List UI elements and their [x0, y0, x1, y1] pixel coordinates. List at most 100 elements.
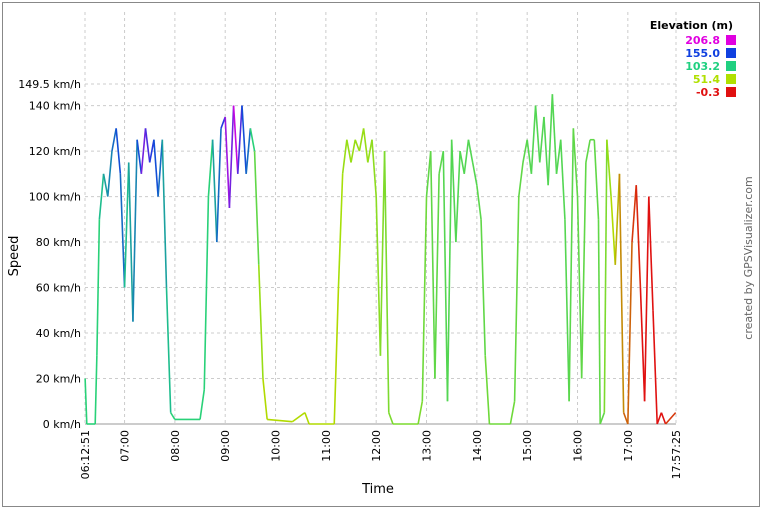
speed-segment	[337, 173, 344, 288]
frame	[2, 2, 760, 507]
speed-segment	[530, 105, 537, 174]
speed-segment	[534, 105, 541, 163]
speed-segment	[509, 401, 516, 425]
speed-segment	[610, 196, 617, 265]
speed-segment	[660, 412, 667, 425]
speed-segment	[371, 139, 377, 197]
speed-segment	[232, 105, 239, 174]
x-axis-title: Time	[361, 482, 394, 497]
speed-segment	[96, 219, 101, 356]
speed-segment	[216, 128, 222, 243]
speed-segment	[572, 128, 579, 197]
speed-segment	[102, 173, 109, 197]
speed-segment	[446, 139, 453, 402]
speed-segment	[253, 151, 260, 265]
y-tick-label: 100 km/h	[29, 191, 81, 204]
speed-segment	[639, 287, 646, 402]
speed-segment	[207, 139, 214, 197]
speed-segment	[362, 128, 369, 163]
speed-segment	[606, 139, 612, 197]
speed-segment	[559, 139, 566, 220]
speed-segment	[585, 139, 591, 163]
speed-segment	[346, 139, 352, 163]
y-tick-label: 149.5 km/h	[18, 78, 81, 91]
speed-segment	[267, 418, 293, 423]
y-tick-label: 120 km/h	[29, 145, 81, 158]
speed-segment	[522, 139, 528, 163]
x-tick-label: 10:00	[270, 430, 283, 462]
speed-segment	[463, 139, 470, 174]
speed-segment	[656, 412, 663, 425]
speed-segment	[367, 139, 373, 163]
speed-segment	[140, 128, 147, 174]
speed-segment	[434, 173, 440, 379]
speed-segment	[564, 219, 570, 402]
speed-segment	[157, 139, 164, 197]
speed-segment	[568, 128, 575, 402]
legend-label: 51.4	[693, 73, 720, 86]
speed-segment	[614, 173, 621, 265]
speed-segment	[450, 139, 457, 243]
x-tick-label: 16:00	[572, 430, 585, 462]
y-axis-title: Speed	[7, 236, 22, 277]
y-tick-label: 80 km/h	[36, 236, 81, 249]
speed-segment	[115, 128, 122, 174]
legend-title: Elevation (m)	[650, 19, 733, 32]
legend-label: 103.2	[685, 60, 720, 73]
y-tick-label: 60 km/h	[36, 282, 81, 295]
speed-segment	[593, 139, 600, 220]
speed-segment	[379, 151, 386, 356]
speed-segment	[148, 139, 155, 163]
y-tick-label: 40 km/h	[36, 327, 81, 340]
speed-segment	[161, 139, 168, 288]
legend-label: -0.3	[696, 86, 720, 99]
speed-segment	[471, 162, 478, 186]
speed-segment	[664, 412, 677, 425]
speed-segment	[631, 185, 638, 243]
speed-segment	[236, 105, 243, 174]
speed-segment	[599, 412, 606, 425]
speed-segment	[84, 378, 88, 425]
speed-segment	[425, 151, 432, 197]
speed-segment	[132, 139, 138, 322]
speed-segment	[480, 219, 487, 356]
speed-segment	[127, 162, 134, 322]
legend-swatch	[726, 87, 736, 97]
legend-label: 155.0	[685, 47, 720, 60]
credit: created by GPSVisualizer.com	[742, 176, 755, 339]
x-tick-label: 13:00	[421, 430, 434, 462]
speed-segment	[484, 355, 491, 425]
speed-segment	[467, 139, 474, 163]
x-tick-label: 14:00	[471, 430, 484, 462]
speed-segment	[555, 139, 562, 174]
speed-segment	[547, 94, 554, 186]
speed-segment	[123, 162, 130, 288]
speed-segment	[551, 94, 558, 174]
speed-segment	[383, 151, 390, 413]
speed-segment	[98, 173, 105, 220]
speed-segment	[341, 139, 348, 174]
speed-segment	[358, 128, 365, 152]
speed-segment	[153, 139, 159, 197]
legend-swatch	[726, 74, 736, 84]
x-tick-label: 12:00	[370, 430, 383, 462]
speed-segment	[304, 412, 310, 425]
speed-segment	[635, 185, 642, 288]
x-tick-label: 09:00	[219, 430, 232, 462]
speed-segment	[459, 150, 466, 174]
legend-swatch	[726, 48, 736, 58]
speed-segment	[618, 173, 625, 413]
speed-segment	[580, 162, 587, 379]
speed-segment	[224, 116, 231, 208]
x-tick-label: 07:00	[119, 430, 132, 462]
speed-segment	[643, 196, 650, 402]
y-tick-label: 140 km/h	[29, 100, 81, 113]
speed-segment	[627, 242, 633, 425]
speed-segment	[388, 412, 394, 425]
speed-segment	[111, 128, 117, 152]
speed-segment	[576, 196, 583, 379]
speed-segment	[538, 116, 545, 163]
speed-segment	[513, 196, 520, 402]
speed-segment	[106, 151, 113, 197]
